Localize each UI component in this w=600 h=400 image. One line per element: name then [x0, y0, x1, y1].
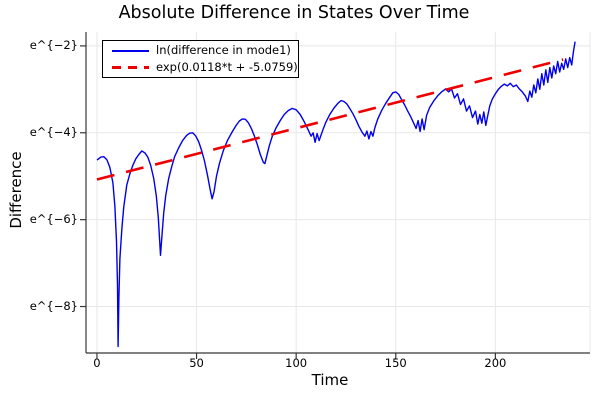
x-tick-label: 150: [384, 356, 407, 370]
y-tick-label: e^{−8}: [29, 298, 78, 313]
y-tick-label: e^{−2}: [29, 37, 78, 52]
fit-line-exponential: [96, 58, 564, 181]
legend-item-fit: exp(0.0118*t + -5.0759): [112, 61, 298, 74]
x-tick-label: 200: [484, 356, 507, 370]
legend-item-series: ln(difference in mode1): [112, 44, 298, 57]
y-axis-label: Difference: [7, 151, 25, 229]
y-tick-label: e^{−4}: [29, 124, 78, 139]
series-line-difference: [96, 41, 576, 348]
x-tick-label: 0: [93, 356, 101, 370]
legend-line-sample-solid: [112, 49, 149, 52]
legend-label-fit: exp(0.0118*t + -5.0759): [156, 59, 298, 74]
chart-title: Absolute Difference in States Over Time: [118, 3, 470, 23]
x-tick-label: 100: [285, 356, 308, 370]
legend-line-sample-dashed: [112, 66, 149, 69]
x-axis-label: Time: [311, 371, 349, 389]
legend: ln(difference in mode1) exp(0.0118*t + -…: [102, 40, 299, 78]
y-tick-label: e^{−6}: [29, 211, 78, 226]
x-tick-label: 50: [189, 356, 204, 370]
legend-label-series: ln(difference in mode1): [156, 42, 291, 57]
